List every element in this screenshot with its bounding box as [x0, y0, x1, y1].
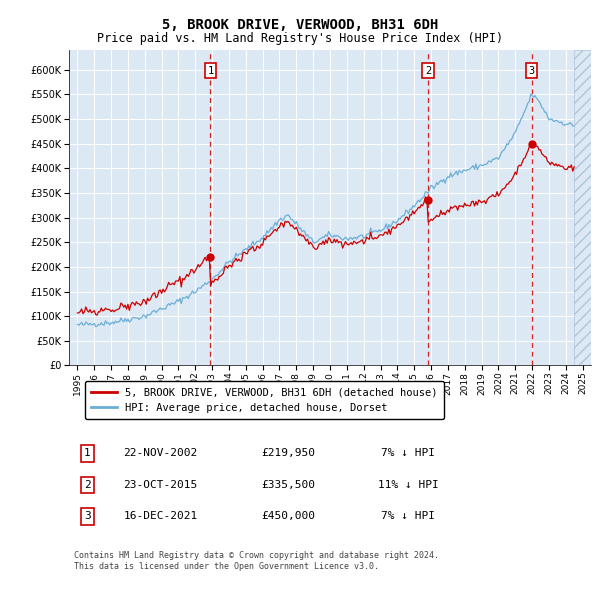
Text: 7% ↓ HPI: 7% ↓ HPI [382, 448, 436, 458]
Text: 5, BROOK DRIVE, VERWOOD, BH31 6DH: 5, BROOK DRIVE, VERWOOD, BH31 6DH [162, 18, 438, 32]
Text: £450,000: £450,000 [261, 512, 315, 522]
Text: £219,950: £219,950 [261, 448, 315, 458]
Legend: 5, BROOK DRIVE, VERWOOD, BH31 6DH (detached house), HPI: Average price, detached: 5, BROOK DRIVE, VERWOOD, BH31 6DH (detac… [85, 381, 444, 419]
Text: Contains HM Land Registry data © Crown copyright and database right 2024.
This d: Contains HM Land Registry data © Crown c… [74, 551, 439, 571]
Text: 2: 2 [84, 480, 91, 490]
Text: 23-OCT-2015: 23-OCT-2015 [123, 480, 197, 490]
Text: 7% ↓ HPI: 7% ↓ HPI [382, 512, 436, 522]
Text: 1: 1 [208, 65, 214, 76]
Text: 2: 2 [425, 65, 431, 76]
Text: 22-NOV-2002: 22-NOV-2002 [123, 448, 197, 458]
Text: 3: 3 [529, 65, 535, 76]
Text: Price paid vs. HM Land Registry's House Price Index (HPI): Price paid vs. HM Land Registry's House … [97, 32, 503, 45]
Text: 1: 1 [84, 448, 91, 458]
Text: £335,500: £335,500 [261, 480, 315, 490]
Text: 16-DEC-2021: 16-DEC-2021 [123, 512, 197, 522]
Text: 3: 3 [84, 512, 91, 522]
Text: 11% ↓ HPI: 11% ↓ HPI [378, 480, 439, 490]
Bar [574, 50, 591, 365]
